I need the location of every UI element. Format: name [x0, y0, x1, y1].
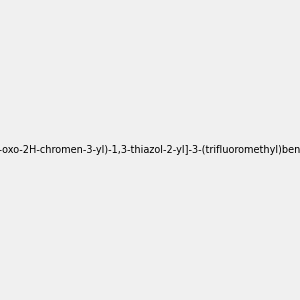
Text: N-[4-(2-oxo-2H-chromen-3-yl)-1,3-thiazol-2-yl]-3-(trifluoromethyl)benzamide: N-[4-(2-oxo-2H-chromen-3-yl)-1,3-thiazol… — [0, 145, 300, 155]
